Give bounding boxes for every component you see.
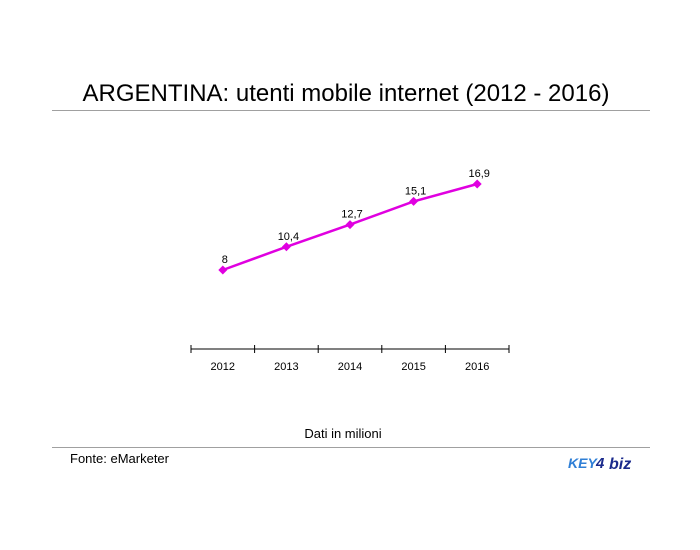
footer-divider bbox=[52, 447, 650, 448]
data-label: 12,7 bbox=[341, 209, 362, 221]
unit-note: Dati in milioni bbox=[304, 426, 382, 441]
data-label: 8 bbox=[222, 254, 228, 266]
data-point-marker bbox=[472, 179, 482, 189]
key4biz-logo: KEY 4 biz bbox=[568, 455, 631, 473]
data-point-marker bbox=[218, 265, 228, 275]
data-point-marker bbox=[409, 196, 419, 206]
x-tick-label: 2014 bbox=[338, 361, 362, 373]
series-layer bbox=[218, 179, 482, 275]
data-label: 16,9 bbox=[468, 168, 489, 180]
x-tick-label: 2013 bbox=[274, 361, 298, 373]
source-note: Fonte: eMarketer bbox=[70, 451, 169, 466]
svg-text:4: 4 bbox=[595, 455, 605, 472]
data-label: 10,4 bbox=[278, 231, 299, 243]
x-axis: 2012 2013 2014 2015 2016 bbox=[190, 345, 510, 373]
x-tick-label: 2016 bbox=[465, 361, 489, 373]
data-point-marker bbox=[281, 242, 291, 252]
data-labels: 8 10,4 12,7 15,1 16,9 bbox=[222, 168, 490, 266]
chart-title: ARGENTINA: utenti mobile internet (2012 … bbox=[82, 80, 610, 107]
x-tick-label: 2015 bbox=[401, 361, 425, 373]
svg-text:KEY: KEY bbox=[568, 455, 598, 471]
data-label: 15,1 bbox=[405, 185, 426, 197]
svg-text:biz: biz bbox=[609, 456, 631, 473]
data-point-marker bbox=[345, 220, 355, 230]
title-divider bbox=[52, 110, 650, 111]
x-tick-label: 2012 bbox=[211, 361, 235, 373]
